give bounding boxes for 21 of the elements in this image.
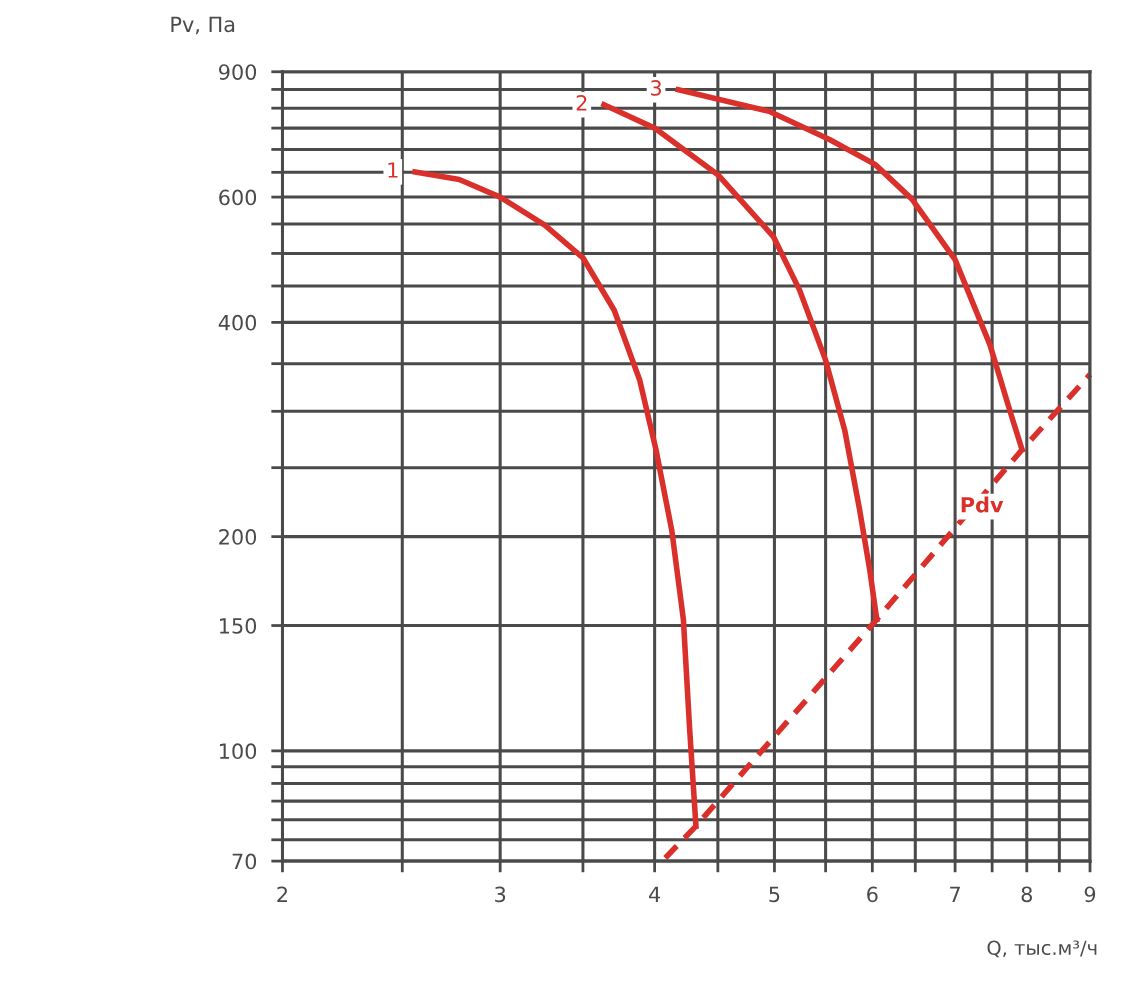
y-axis-title: Pv, Па bbox=[171, 16, 235, 35]
y-tick-label: 70 bbox=[232, 853, 257, 870]
x-tick-label: 7 bbox=[950, 886, 960, 902]
x-tick-label: 8 bbox=[1021, 886, 1032, 903]
x-tick-label: 6 bbox=[867, 886, 878, 903]
x-tick-label: 5 bbox=[769, 886, 780, 903]
series-label: 2 bbox=[576, 94, 587, 111]
series-label: 3 bbox=[651, 80, 661, 96]
x-tick-label: 9 bbox=[1084, 886, 1096, 903]
y-tick-label: 100 bbox=[219, 743, 257, 760]
y-tick-label: 600 bbox=[219, 189, 257, 206]
series-label: 1 bbox=[388, 162, 398, 178]
y-tick-label: 400 bbox=[218, 314, 257, 331]
y-tick-label: 150 bbox=[219, 618, 257, 634]
y-tick-label: 900 bbox=[219, 64, 257, 80]
x-tick-label: 2 bbox=[277, 886, 288, 902]
y-tick-label: 200 bbox=[219, 529, 257, 545]
x-tick-label: 3 bbox=[495, 886, 506, 903]
series-label: Pdv bbox=[961, 496, 1004, 513]
x-tick-label: 4 bbox=[649, 886, 661, 902]
x-axis-title: Q, тыс.м³/ч bbox=[987, 940, 1097, 958]
